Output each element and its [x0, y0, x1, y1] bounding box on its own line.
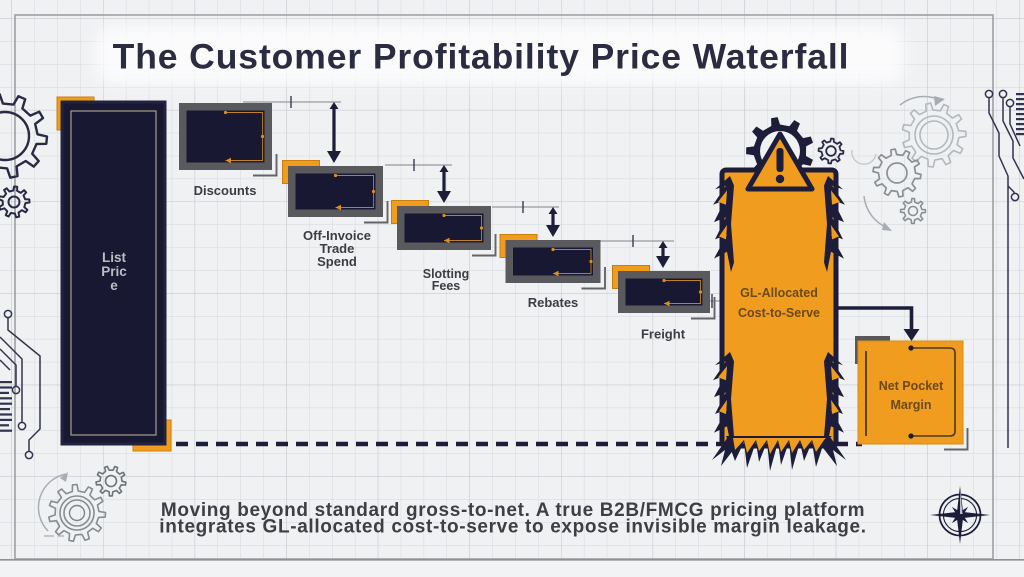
- svg-text:List: List: [102, 250, 127, 265]
- svg-text:e: e: [110, 278, 118, 293]
- svg-text:Pric: Pric: [101, 264, 127, 279]
- svg-text:Net Pocket: Net Pocket: [879, 379, 944, 393]
- svg-text:GL-Allocated: GL-Allocated: [740, 286, 818, 300]
- svg-text:Trade: Trade: [320, 241, 355, 256]
- svg-text:Discounts: Discounts: [194, 183, 257, 198]
- svg-text:integrates GL-allocated cost-t: integrates GL-allocated cost-to-serve to…: [159, 517, 866, 538]
- svg-text:Fees: Fees: [432, 279, 461, 293]
- svg-text:Slotting: Slotting: [423, 267, 470, 281]
- svg-text:Cost-to-Serve: Cost-to-Serve: [738, 306, 820, 320]
- svg-text:Off-Invoice: Off-Invoice: [303, 228, 371, 243]
- svg-text:Moving beyond standard gross-t: Moving beyond standard gross-to-net. A t…: [161, 500, 865, 521]
- svg-text:Freight: Freight: [641, 327, 686, 342]
- svg-text:The Customer Profitability Pri: The Customer Profitability Price Waterfa…: [113, 37, 850, 77]
- svg-text:Spend: Spend: [317, 254, 357, 269]
- svg-text:Rebates: Rebates: [528, 295, 579, 310]
- svg-text:Margin: Margin: [891, 398, 932, 412]
